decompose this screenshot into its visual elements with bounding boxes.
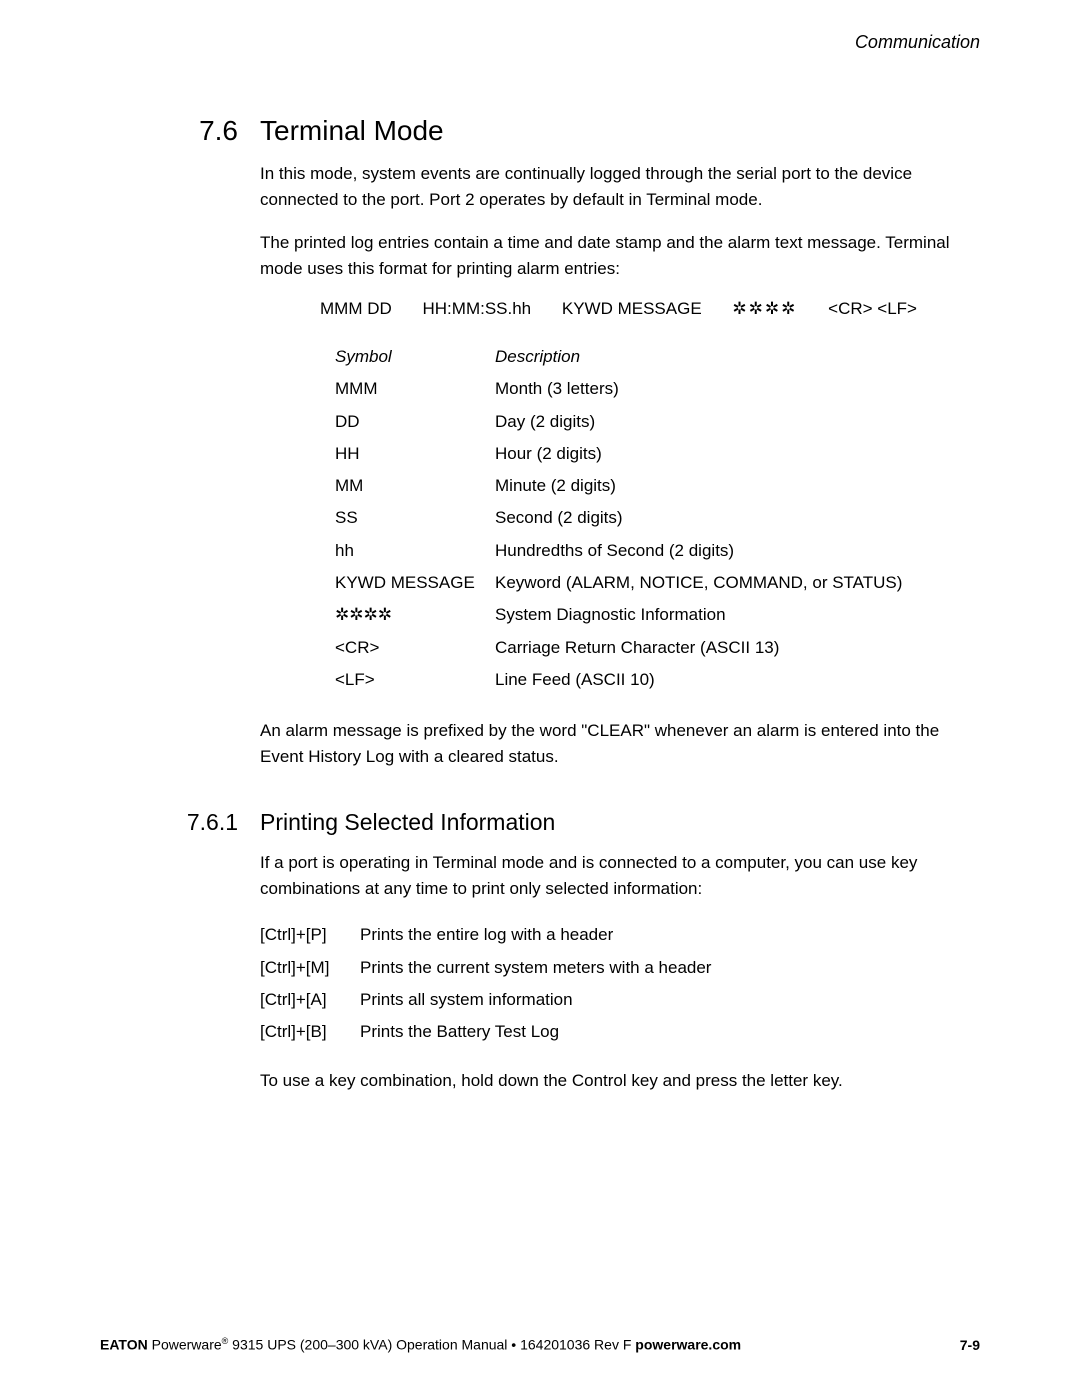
subsection-title: Printing Selected Information bbox=[260, 809, 555, 836]
table-cell: HH bbox=[335, 438, 495, 470]
page-footer: EATON Powerware® 9315 UPS (200–300 kVA) … bbox=[100, 1336, 980, 1353]
table-cell: Prints the Battery Test Log bbox=[360, 1016, 980, 1048]
table-row: <LF> Line Feed (ASCII 10) bbox=[335, 664, 980, 696]
table-row: SS Second (2 digits) bbox=[335, 502, 980, 534]
section-body: In this mode, system events are continua… bbox=[260, 161, 980, 769]
table-cell: Day (2 digits) bbox=[495, 406, 980, 438]
subsection-body: If a port is operating in Terminal mode … bbox=[260, 850, 980, 1094]
table-row: hh Hundredths of Second (2 digits) bbox=[335, 535, 980, 567]
table-row: [Ctrl]+[A] Prints all system information bbox=[260, 984, 980, 1016]
table-cell: Keyword (ALARM, NOTICE, COMMAND, or STAT… bbox=[495, 567, 980, 599]
table-cell: Second (2 digits) bbox=[495, 502, 980, 534]
table-cell: [Ctrl]+[M] bbox=[260, 952, 360, 984]
table-cell: [Ctrl]+[P] bbox=[260, 919, 360, 951]
footer-text: 9315 UPS (200–300 kVA) Operation Manual … bbox=[228, 1337, 635, 1353]
section-title: Terminal Mode bbox=[260, 115, 444, 147]
table-cell: Hundredths of Second (2 digits) bbox=[495, 535, 980, 567]
footer-left: EATON Powerware® 9315 UPS (200–300 kVA) … bbox=[100, 1336, 741, 1353]
format-token: ✲✲✲✲ bbox=[732, 299, 797, 318]
table-header-cell: Symbol bbox=[335, 341, 495, 373]
paragraph: In this mode, system events are continua… bbox=[260, 161, 980, 212]
paragraph: If a port is operating in Terminal mode … bbox=[260, 850, 980, 901]
format-token: <CR> <LF> bbox=[828, 299, 917, 318]
paragraph: An alarm message is prefixed by the word… bbox=[260, 718, 980, 769]
paragraph: The printed log entries contain a time a… bbox=[260, 230, 980, 281]
paragraph: To use a key combination, hold down the … bbox=[260, 1068, 980, 1094]
footer-product: Powerware bbox=[148, 1337, 222, 1353]
table-header-cell: Description bbox=[495, 341, 980, 373]
table-row: MMM Month (3 letters) bbox=[335, 373, 980, 405]
table-cell: DD bbox=[335, 406, 495, 438]
table-cell: Prints all system information bbox=[360, 984, 980, 1016]
format-token: HH:MM:SS.hh bbox=[423, 299, 532, 318]
format-token: MMM DD bbox=[320, 299, 392, 318]
footer-site: powerware.com bbox=[635, 1337, 741, 1353]
table-cell: <LF> bbox=[335, 664, 495, 696]
table-row: DD Day (2 digits) bbox=[335, 406, 980, 438]
footer-brand: EATON bbox=[100, 1337, 148, 1353]
table-row: [Ctrl]+[M] Prints the current system met… bbox=[260, 952, 980, 984]
table-row: [Ctrl]+[P] Prints the entire log with a … bbox=[260, 919, 980, 951]
format-line: MMM DD HH:MM:SS.hh KYWD MESSAGE ✲✲✲✲ <CR… bbox=[320, 299, 980, 319]
page: Communication 7.6 Terminal Mode In this … bbox=[0, 0, 1080, 1397]
table-cell: Prints the entire log with a header bbox=[360, 919, 980, 951]
table-row: <CR> Carriage Return Character (ASCII 13… bbox=[335, 632, 980, 664]
table-row: [Ctrl]+[B] Prints the Battery Test Log bbox=[260, 1016, 980, 1048]
symbol-table: Symbol Description MMM Month (3 letters)… bbox=[335, 341, 980, 696]
page-number: 7-9 bbox=[960, 1337, 980, 1353]
table-cell: [Ctrl]+[B] bbox=[260, 1016, 360, 1048]
table-row: KYWD MESSAGE Keyword (ALARM, NOTICE, COM… bbox=[335, 567, 980, 599]
table-cell: Minute (2 digits) bbox=[495, 470, 980, 502]
table-row: ✲✲✲✲ System Diagnostic Information bbox=[335, 599, 980, 631]
key-combo-table: [Ctrl]+[P] Prints the entire log with a … bbox=[260, 919, 980, 1048]
section-number: 7.6 bbox=[100, 115, 260, 147]
table-cell: MM bbox=[335, 470, 495, 502]
subsection-number: 7.6.1 bbox=[100, 809, 260, 836]
format-token: KYWD MESSAGE bbox=[562, 299, 702, 318]
section-heading: 7.6 Terminal Mode bbox=[100, 115, 980, 147]
table-row: MM Minute (2 digits) bbox=[335, 470, 980, 502]
table-cell: Month (3 letters) bbox=[495, 373, 980, 405]
table-cell: [Ctrl]+[A] bbox=[260, 984, 360, 1016]
table-cell: Prints the current system meters with a … bbox=[360, 952, 980, 984]
table-cell: System Diagnostic Information bbox=[495, 599, 980, 631]
table-row: HH Hour (2 digits) bbox=[335, 438, 980, 470]
table-cell: SS bbox=[335, 502, 495, 534]
table-cell: ✲✲✲✲ bbox=[335, 599, 495, 631]
table-cell: Hour (2 digits) bbox=[495, 438, 980, 470]
table-cell: KYWD MESSAGE bbox=[335, 567, 495, 599]
symbol-table-header: Symbol Description bbox=[335, 341, 980, 373]
table-cell: Line Feed (ASCII 10) bbox=[495, 664, 980, 696]
running-header: Communication bbox=[100, 32, 980, 53]
subsection-heading: 7.6.1 Printing Selected Information bbox=[100, 809, 980, 836]
table-cell: MMM bbox=[335, 373, 495, 405]
table-cell: Carriage Return Character (ASCII 13) bbox=[495, 632, 980, 664]
table-cell: hh bbox=[335, 535, 495, 567]
table-cell: <CR> bbox=[335, 632, 495, 664]
